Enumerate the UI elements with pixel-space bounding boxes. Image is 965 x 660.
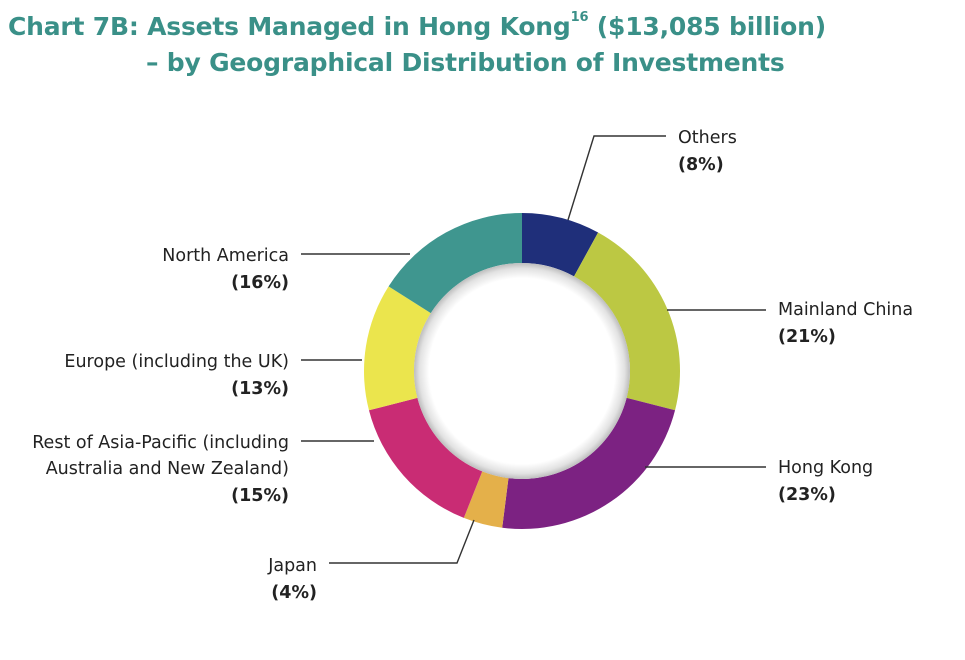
slice-value-japan: (4%) bbox=[271, 583, 317, 603]
slice-value-north-america: (16%) bbox=[231, 273, 289, 293]
slice-label-europe-including-the-uk: Europe (including the UK) bbox=[64, 352, 289, 372]
slice-north-america bbox=[388, 213, 522, 314]
slice-mainland-china bbox=[574, 232, 680, 411]
slice-europe-including-the-uk bbox=[364, 286, 431, 411]
slice-rest-of-asia-pacific-including-australia-and-new-zealand bbox=[368, 397, 483, 518]
donut-slices bbox=[364, 213, 680, 530]
slice-label-rest-of-asia-pacific-including-australia-and-new-zealand-line2: Australia and New Zealand) bbox=[46, 459, 289, 479]
slice-label-hong-kong: Hong Kong bbox=[778, 458, 873, 478]
chart-title-text: Chart 7B: Assets Managed in Hong Kong bbox=[8, 12, 571, 41]
leader-line-others bbox=[567, 135, 666, 221]
slice-label-mainland-china: Mainland China bbox=[778, 300, 913, 320]
slice-value-others: (8%) bbox=[678, 155, 724, 175]
footnote-marker: 16 bbox=[570, 10, 589, 25]
slice-label-japan: Japan bbox=[267, 556, 317, 576]
chart-title-line2: – by Geographical Distribution of Invest… bbox=[146, 48, 785, 77]
chart-title-line1: Chart 7B: Assets Managed in Hong Kong16 … bbox=[8, 10, 826, 41]
slice-japan bbox=[463, 471, 509, 528]
slice-value-rest-of-asia-pacific-including-australia-and-new-zealand: (15%) bbox=[231, 486, 289, 506]
slice-labels: Others (8%) Mainland China (21%) Hong Kong (2… bbox=[32, 128, 913, 603]
slice-value-mainland-china: (21%) bbox=[778, 327, 836, 347]
slice-value-hong-kong: (23%) bbox=[778, 485, 836, 505]
slice-label-rest-of-asia-pacific-including-australia-and-new-zealand-line1: Rest of Asia-Pacific (including bbox=[32, 433, 289, 453]
slice-label-others: Others bbox=[678, 128, 737, 148]
slice-label-north-america: North America bbox=[162, 246, 289, 266]
donut-hole bbox=[414, 263, 630, 479]
slice-value-europe-including-the-uk: (13%) bbox=[231, 379, 289, 399]
chart-title-total: ($13,085 billion) bbox=[588, 12, 826, 41]
leader-line-japan bbox=[329, 519, 475, 564]
slice-hong-kong bbox=[502, 397, 676, 530]
slice-others bbox=[522, 213, 599, 277]
